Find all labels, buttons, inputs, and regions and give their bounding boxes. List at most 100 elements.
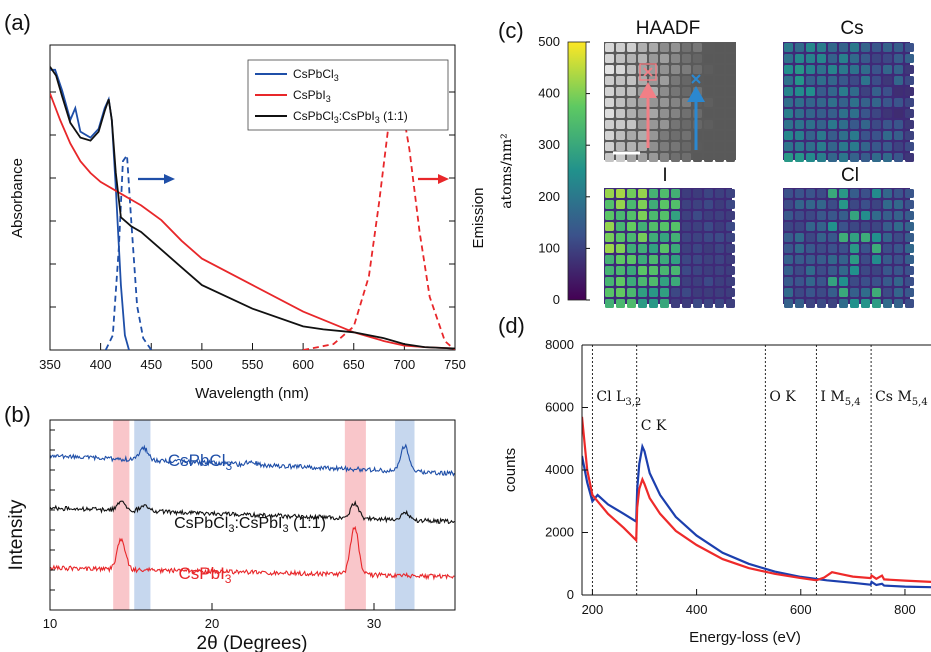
map-cell: [660, 43, 669, 52]
map-cell: [616, 299, 625, 308]
map-cell: [726, 87, 735, 96]
colorbar-tick-label: 0: [553, 292, 560, 307]
x-tick-label-a: 550: [242, 357, 264, 372]
panel-b: (b) 10 20 30 2θ (Degrees) Intensity CsPbCl…: [4, 402, 456, 652]
map-cell: [905, 189, 914, 198]
map-cell: [905, 87, 914, 96]
x-tick-label-b: 10: [43, 616, 57, 631]
map-cell: [850, 109, 859, 118]
map-cell: [817, 76, 826, 85]
map-cell: [828, 65, 837, 74]
map-cell: [806, 277, 815, 286]
map-cell: [894, 233, 903, 242]
map-cell: [605, 299, 614, 308]
arrow-right-blue-icon: [138, 174, 175, 184]
map-cell: [839, 299, 848, 308]
x-tick-label-d: 600: [790, 602, 812, 617]
map-cell: [839, 211, 848, 220]
map-cell: [649, 211, 658, 220]
highlight-band-b-3: [395, 420, 415, 610]
map-cell: [638, 277, 647, 286]
map-cell: [839, 288, 848, 297]
map-cell: [817, 43, 826, 52]
map-title-cs: Cs: [840, 18, 863, 39]
series-label-b-mixed: CsPbCl3:CsPbI3 (1:1): [174, 515, 326, 535]
map-cell: [817, 98, 826, 107]
map-cell: [704, 200, 713, 209]
map-cell: [806, 222, 815, 231]
map-cell: [682, 255, 691, 264]
map-cell: [638, 142, 647, 151]
x-tick-label-a: 500: [191, 357, 213, 372]
map-title-i: I: [662, 165, 667, 186]
map-cell: [850, 142, 859, 151]
panel-label-a: (a): [4, 10, 31, 35]
map-cell: [693, 288, 702, 297]
map-cell: [715, 244, 724, 253]
map-cell: [883, 120, 892, 129]
map-cell: [638, 98, 647, 107]
map-cell: [883, 277, 892, 286]
map-cell: [649, 233, 658, 242]
map-cell: [872, 277, 881, 286]
map-cell: [660, 299, 669, 308]
map-cell: [671, 98, 680, 107]
map-cell: [693, 54, 702, 63]
map-cell: [715, 65, 724, 74]
map-cell: [693, 266, 702, 275]
map-i: [604, 188, 735, 308]
map-cell: [784, 109, 793, 118]
map-cell: [905, 233, 914, 242]
map-cell: [839, 189, 848, 198]
map-cell: [905, 266, 914, 275]
map-cell: [795, 222, 804, 231]
x-tick-label-d: 200: [582, 602, 604, 617]
map-cell: [605, 222, 614, 231]
map-cell: [649, 266, 658, 275]
map-cell: [806, 189, 815, 198]
edge-label-d-0: Cl L3,2: [596, 389, 641, 408]
map-cell: [726, 189, 735, 198]
map-cell: [693, 65, 702, 74]
map-cell: [839, 65, 848, 74]
map-cell: [872, 211, 881, 220]
map-cell: [872, 43, 881, 52]
map-cell: [850, 120, 859, 129]
map-cell: [693, 222, 702, 231]
map-cell: [861, 200, 870, 209]
map-cell: [671, 189, 680, 198]
map-cell: [660, 288, 669, 297]
map-cell: [905, 98, 914, 107]
map-cell: [817, 233, 826, 242]
map-cell: [894, 288, 903, 297]
map-cell: [894, 43, 903, 52]
map-cell: [839, 131, 848, 140]
map-cell: [715, 109, 724, 118]
map-cell: [660, 54, 669, 63]
map-cell: [894, 266, 903, 275]
x-tick-label-b: 30: [367, 616, 381, 631]
edge-label-d-4: Cs M5,4: [875, 389, 928, 408]
map-cell: [817, 142, 826, 151]
map-cell: [638, 233, 647, 242]
map-cell: [850, 98, 859, 107]
map-cell: [638, 222, 647, 231]
map-cell: [894, 200, 903, 209]
map-cell: [627, 233, 636, 242]
map-cell: [784, 277, 793, 286]
map-cell: [872, 120, 881, 129]
map-cell: [795, 189, 804, 198]
map-cell: [638, 54, 647, 63]
map-background: [604, 42, 736, 160]
map-cell: [627, 288, 636, 297]
map-cell: [883, 43, 892, 52]
map-cell: [861, 244, 870, 253]
map-cell: [726, 200, 735, 209]
map-cell: [850, 299, 859, 308]
map-cell: [817, 54, 826, 63]
map-cell: [817, 222, 826, 231]
map-cell: [861, 277, 870, 286]
map-cell: [784, 87, 793, 96]
map-cell: [795, 109, 804, 118]
